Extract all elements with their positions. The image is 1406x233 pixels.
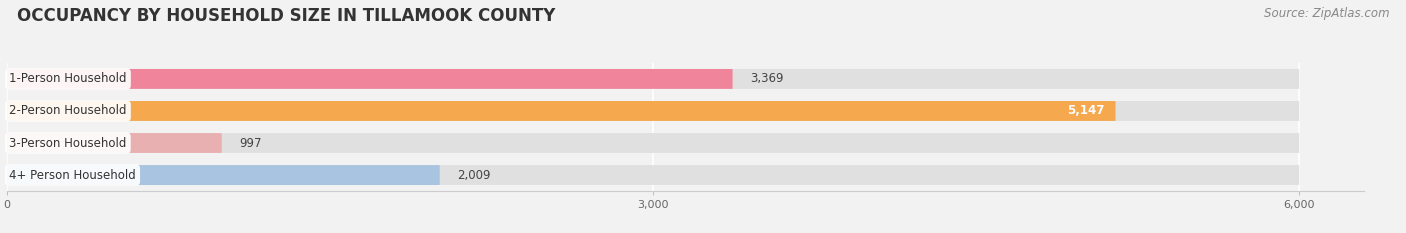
FancyBboxPatch shape <box>7 133 1299 153</box>
Text: 1-Person Household: 1-Person Household <box>10 72 127 86</box>
Text: 2,009: 2,009 <box>457 168 491 182</box>
FancyBboxPatch shape <box>7 101 1115 121</box>
FancyBboxPatch shape <box>7 165 1299 185</box>
Text: 3,369: 3,369 <box>749 72 783 86</box>
Text: OCCUPANCY BY HOUSEHOLD SIZE IN TILLAMOOK COUNTY: OCCUPANCY BY HOUSEHOLD SIZE IN TILLAMOOK… <box>17 7 555 25</box>
Text: 5,147: 5,147 <box>1067 104 1105 117</box>
Text: 3-Person Household: 3-Person Household <box>10 137 127 150</box>
Text: Source: ZipAtlas.com: Source: ZipAtlas.com <box>1264 7 1389 20</box>
Text: 4+ Person Household: 4+ Person Household <box>10 168 136 182</box>
FancyBboxPatch shape <box>7 69 1299 89</box>
FancyBboxPatch shape <box>7 101 1299 121</box>
FancyBboxPatch shape <box>7 133 222 153</box>
FancyBboxPatch shape <box>7 69 733 89</box>
FancyBboxPatch shape <box>7 165 440 185</box>
Text: 2-Person Household: 2-Person Household <box>10 104 127 117</box>
Text: 997: 997 <box>239 137 262 150</box>
